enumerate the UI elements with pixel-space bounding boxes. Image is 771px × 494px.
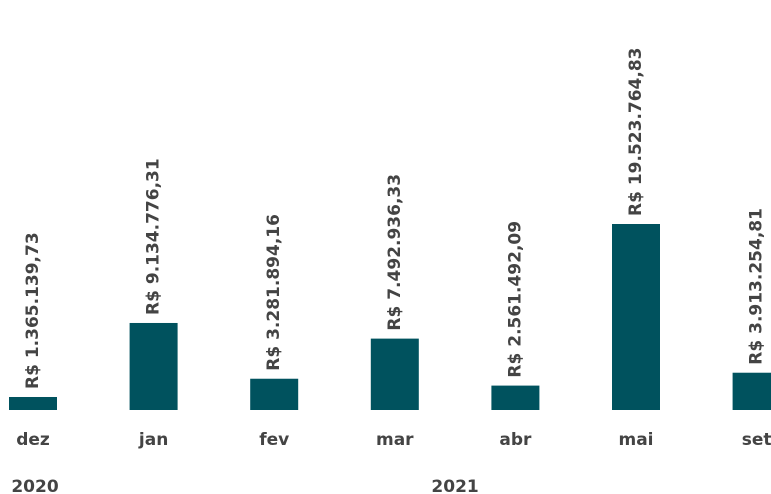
bar bbox=[732, 372, 771, 410]
group-label: 2020 bbox=[11, 477, 58, 494]
data-label: R$ 1.365.139,73 bbox=[23, 232, 43, 389]
group-label: 2021 bbox=[431, 477, 478, 494]
x-tick-label: fev bbox=[259, 430, 289, 450]
x-tick-label: mai bbox=[618, 430, 653, 450]
x-tick-label: jan bbox=[138, 430, 168, 450]
x-tick-label: abr bbox=[499, 430, 532, 450]
bar bbox=[370, 338, 419, 410]
data-label: R$ 9.134.776,31 bbox=[144, 158, 164, 315]
data-label: R$ 7.492.936,33 bbox=[385, 174, 405, 331]
data-label: R$ 3.913.254,81 bbox=[747, 208, 767, 365]
bar bbox=[491, 385, 540, 410]
bar bbox=[129, 322, 178, 410]
bar bbox=[612, 224, 660, 410]
x-tick-label: dez bbox=[16, 430, 50, 450]
data-label: R$ 19.523.764,83 bbox=[626, 48, 646, 217]
x-tick-label: set bbox=[742, 430, 771, 450]
x-tick-label: mar bbox=[376, 430, 414, 450]
bar bbox=[250, 378, 299, 410]
bar bbox=[9, 396, 57, 410]
data-label: R$ 2.561.492,09 bbox=[505, 221, 525, 378]
data-label: R$ 3.281.894,16 bbox=[264, 214, 284, 371]
